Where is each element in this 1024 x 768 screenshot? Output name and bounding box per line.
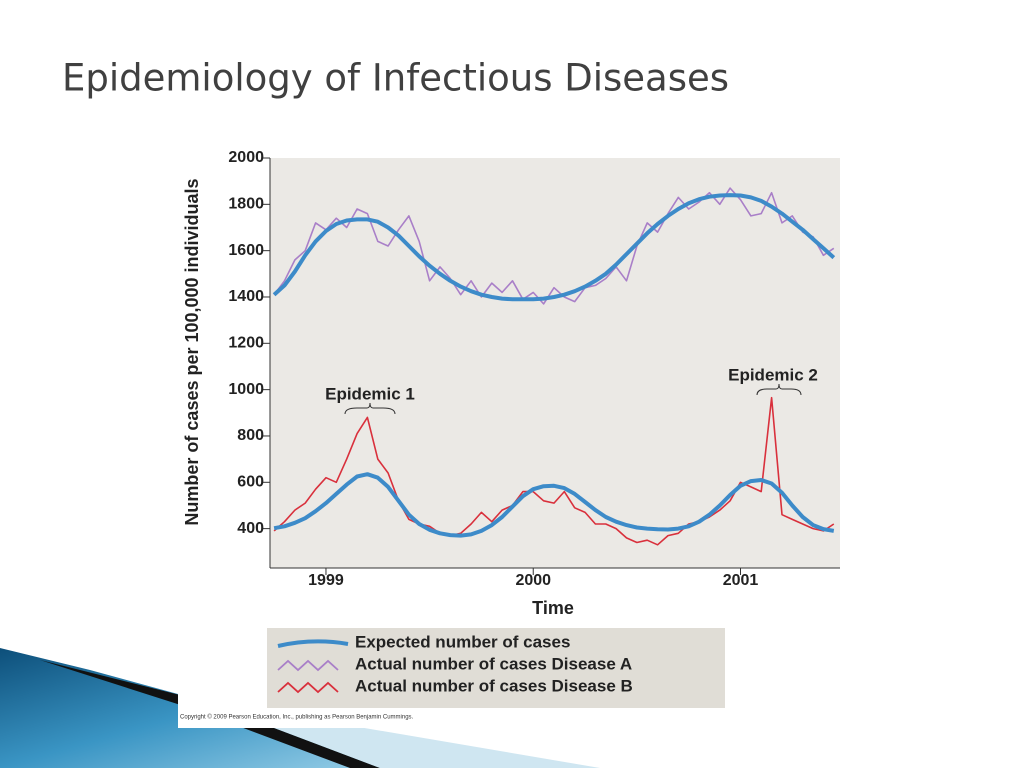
slide-title: Epidemiology of Infectious Diseases [62,57,729,100]
annotation-brace [756,383,802,396]
legend-label: Expected number of cases [355,632,570,651]
y-tick-label: 1200 [228,335,264,352]
y-tick-label: 600 [237,474,264,491]
y-tick-label: 1800 [228,196,264,213]
legend-swatch [277,659,339,672]
annotation: Epidemic 1 [325,384,415,403]
y-tick-label: 2000 [228,149,264,166]
actual-line [273,396,835,546]
y-tick-label: 400 [237,520,264,537]
x-tick-label: 2001 [723,572,759,589]
y-tick-label: 800 [237,427,264,444]
expected-line [272,193,836,302]
y-tick-label: 1000 [228,381,264,398]
annotation-brace [344,402,396,415]
legend-label: Actual number of cases Disease B [355,676,633,695]
legend-label: Actual number of cases Disease A [355,654,632,673]
x-tick-label: 1999 [308,572,344,589]
y-tick-label: 1600 [228,242,264,259]
y-axis-title: Number of cases per 100,000 individuals [182,178,202,525]
x-tick-label: 2000 [515,572,551,589]
legend-swatch [277,639,349,648]
actual-line [273,187,835,305]
expected-line [273,472,835,538]
y-tick-label: 1400 [228,288,264,305]
plot-area [270,158,840,568]
copyright: Copyright © 2009 Pearson Education, Inc.… [180,714,414,721]
annotation: Epidemic 2 [728,365,818,384]
x-axis-title: Time [532,598,574,618]
legend-swatch [277,681,339,694]
plot [272,187,836,546]
